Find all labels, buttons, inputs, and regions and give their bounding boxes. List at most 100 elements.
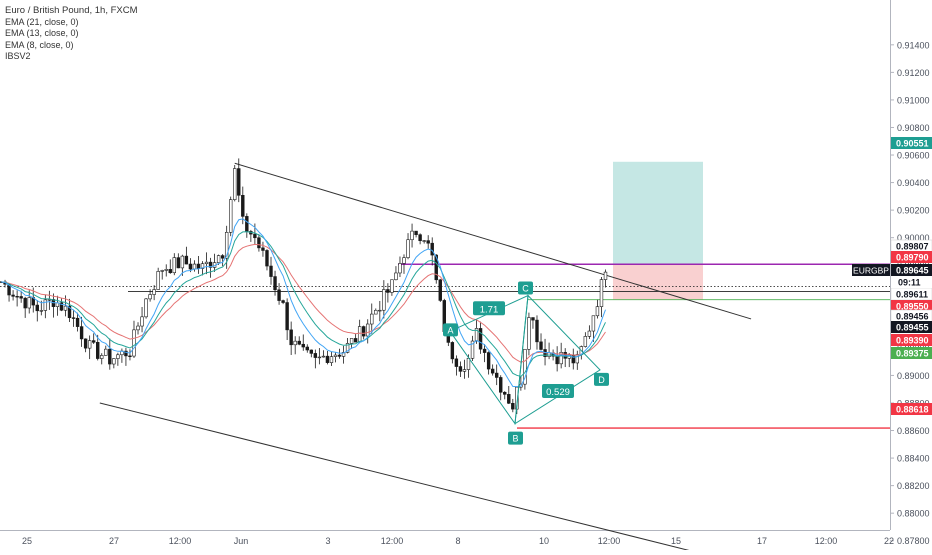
- candle-body: [571, 354, 575, 364]
- price-axis-label: 0.89455: [891, 321, 932, 333]
- candle-body: [333, 354, 338, 357]
- candle-body: [136, 325, 140, 331]
- candle-body: [374, 309, 378, 315]
- candle-body: [229, 199, 233, 233]
- candle-body: [160, 270, 164, 272]
- candle-body: [297, 340, 301, 345]
- candle-countdown: 09:11: [891, 276, 932, 288]
- candle-body: [531, 317, 535, 321]
- indicator-ema21[interactable]: EMA (21, close, 0): [5, 16, 79, 27]
- chart-legend: Euro / British Pound, 1h, FXCM EMA (21, …: [5, 5, 138, 63]
- candle-body: [273, 276, 277, 291]
- candle-body: [575, 354, 579, 364]
- x-tick-label: 12:00: [598, 536, 621, 546]
- candle-body: [527, 317, 531, 350]
- y-tick-label: 0.88600: [897, 426, 930, 436]
- pattern-point-label: C: [522, 284, 529, 294]
- x-tick-label: 12:00: [815, 536, 838, 546]
- candle-body: [108, 348, 112, 365]
- pattern-point-label: D: [598, 375, 605, 385]
- y-tick-label: 0.87800: [897, 536, 930, 546]
- candle-body: [192, 263, 197, 270]
- candle-body: [216, 255, 221, 263]
- candle-body: [75, 317, 80, 327]
- countdown-text: 09:11: [898, 278, 921, 288]
- candle-body: [410, 230, 414, 241]
- candle-body: [63, 305, 68, 311]
- pattern-ratio: 1.71: [473, 301, 505, 316]
- pattern-point-badge: [508, 431, 523, 445]
- candle-body: [599, 279, 604, 307]
- candle-body: [67, 305, 72, 319]
- candle-body: [418, 234, 422, 242]
- y-tick-label: 0.90200: [897, 206, 930, 216]
- candle-body: [370, 313, 374, 325]
- candle-body: [353, 338, 358, 343]
- x-tick-label: Jun: [234, 536, 249, 546]
- pattern-ratio-label: 1.71: [480, 304, 499, 315]
- price-axis-label-bg: [891, 264, 932, 276]
- candle-body: [128, 355, 132, 358]
- candle-body: [587, 330, 592, 337]
- y-tick-label: 0.88000: [897, 509, 930, 519]
- y-tick-label: 0.90400: [897, 178, 930, 188]
- lower-trendline: [99, 402, 710, 555]
- candle-body: [378, 309, 382, 312]
- candle-body: [398, 263, 402, 274]
- candle-body: [233, 168, 237, 200]
- x-tick-label: 27: [109, 536, 119, 546]
- price-axis-label-text: 0.89807: [896, 242, 929, 252]
- price-axis-label-bg: [891, 321, 932, 333]
- pattern-ratio-badge: [542, 383, 574, 398]
- price-axis-label: 0.89790: [891, 251, 932, 263]
- pattern-point-label: B: [512, 434, 518, 444]
- price-axis-label-text: 0.89611: [896, 290, 928, 300]
- candle-body: [208, 261, 213, 268]
- upper-trendline: [234, 162, 752, 320]
- candle-body: [140, 316, 144, 327]
- candle-body: [345, 343, 350, 353]
- y-tick-label: 0.88400: [897, 454, 930, 464]
- indicator-ema8[interactable]: EMA (8, close, 0): [5, 39, 74, 50]
- candle-body: [458, 366, 463, 372]
- price-axis-label-bg: [891, 334, 932, 346]
- pattern-point-badge: [443, 323, 458, 337]
- pattern-point-label: A: [447, 325, 453, 335]
- x-tick-label: 8: [455, 536, 460, 546]
- candle-body: [180, 255, 185, 269]
- price-axis-label-text: 0.89645: [896, 266, 929, 276]
- candles: [0, 158, 608, 415]
- candle-body: [253, 233, 257, 239]
- candle-body: [462, 369, 467, 372]
- candle-body: [132, 329, 136, 357]
- price-axis-label-text: 0.89550: [896, 302, 929, 312]
- candle-body: [478, 328, 483, 350]
- candle-body: [430, 242, 434, 256]
- candle-body: [503, 391, 507, 395]
- candle-body: [406, 239, 410, 258]
- candle-body: [168, 269, 172, 274]
- candle-body: [321, 355, 326, 358]
- candle-body: [176, 257, 181, 269]
- candle-body: [382, 289, 386, 311]
- candle-body: [511, 403, 515, 410]
- pattern-point-badge: [518, 281, 533, 295]
- candle-body: [269, 265, 273, 277]
- candle-body: [494, 372, 499, 378]
- candle-body: [341, 352, 346, 357]
- candle-body: [237, 168, 241, 196]
- candle-body: [47, 299, 52, 301]
- candle-body: [325, 355, 330, 363]
- indicator-ibsv2[interactable]: IBSV2: [5, 51, 31, 61]
- price-axis-label-text: 0.90551: [896, 139, 929, 149]
- candle-body: [281, 300, 285, 303]
- price-axis-label: 0.89390: [891, 334, 932, 346]
- candle-body: [470, 340, 475, 359]
- stop-zone: [613, 264, 703, 300]
- y-tick-label: 0.89000: [897, 371, 930, 381]
- candle-body: [224, 231, 229, 259]
- indicator-ema13[interactable]: EMA (13, close, 0): [5, 28, 79, 38]
- candle-body: [357, 326, 362, 343]
